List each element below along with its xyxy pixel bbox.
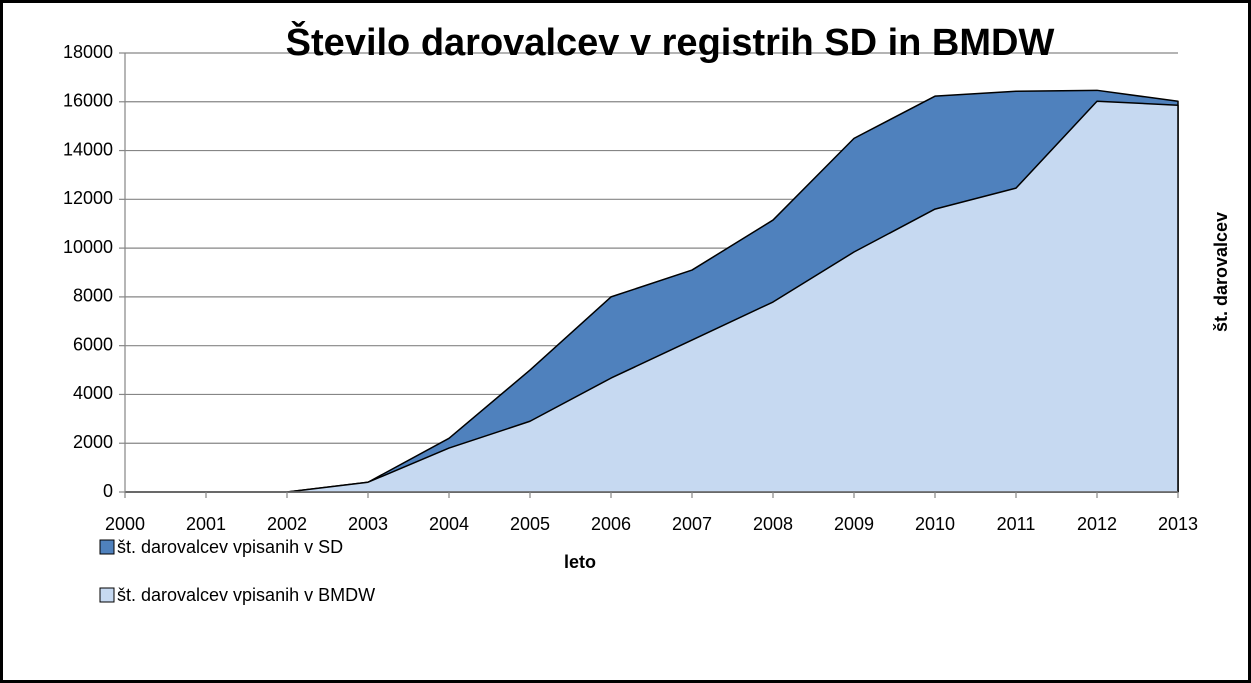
legend-swatch — [99, 539, 115, 555]
areas — [124, 89, 1179, 493]
x-tick-label: 2012 — [1077, 514, 1117, 534]
y-tick-label: 0 — [103, 481, 113, 501]
x-tick-label: 2002 — [267, 514, 307, 534]
y-tick-label: 10000 — [63, 237, 113, 257]
y-tick-label: 6000 — [73, 334, 113, 354]
x-tick-label: 2008 — [753, 514, 793, 534]
legend-swatch — [99, 587, 115, 603]
legend: št. darovalcev vpisanih v SD št. darovalc… — [99, 537, 375, 605]
x-tick-label: 2000 — [105, 514, 145, 534]
y-tick-label: 12000 — [63, 188, 113, 208]
y-tick-label: 2000 — [73, 432, 113, 452]
axes: 0 2000 4000 6000 8000 10000 12000 14000 16000 180… — [63, 42, 1198, 534]
y-tick-label: 16000 — [63, 91, 113, 111]
x-tick-label: 2010 — [915, 514, 955, 534]
x-tick-label: 2005 — [510, 514, 550, 534]
y-tick-label: 8000 — [73, 286, 113, 306]
y-tick-label: 14000 — [63, 139, 113, 159]
x-tick-label: 2006 — [591, 514, 631, 534]
y-tick-label: 4000 — [73, 383, 113, 403]
x-tick-label: 2004 — [429, 514, 469, 534]
x-tick-label: 2011 — [997, 514, 1036, 534]
x-tick-label: 2013 — [1158, 514, 1198, 534]
x-tick-label: 2003 — [348, 514, 388, 534]
area — [124, 100, 1179, 493]
chart-title: Število darovalcev v registrih SD in BMD… — [286, 19, 1055, 64]
x-tick-label: 2007 — [672, 514, 712, 534]
x-axis-label: leto — [564, 552, 596, 572]
legend-label: št. darovalcev vpisanih v BMDW — [117, 585, 375, 605]
y-tick-label: 18000 — [63, 42, 113, 62]
x-tick-label: 2009 — [834, 514, 874, 534]
x-tick-label: 2001 — [186, 514, 226, 534]
legend-label: št. darovalcev vpisanih v SD — [117, 537, 343, 557]
y-axis-label: št. darovalcev — [1211, 212, 1231, 332]
